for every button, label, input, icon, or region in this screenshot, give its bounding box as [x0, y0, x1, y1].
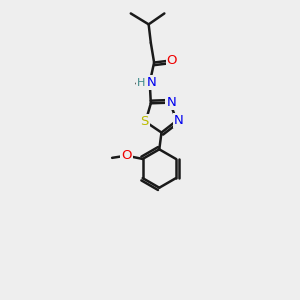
Text: H: H: [136, 78, 145, 88]
Text: N: N: [174, 114, 184, 127]
Text: S: S: [140, 115, 148, 128]
Text: O: O: [121, 149, 132, 162]
Text: N: N: [147, 76, 157, 89]
Text: O: O: [167, 54, 177, 67]
Text: N: N: [166, 96, 176, 109]
